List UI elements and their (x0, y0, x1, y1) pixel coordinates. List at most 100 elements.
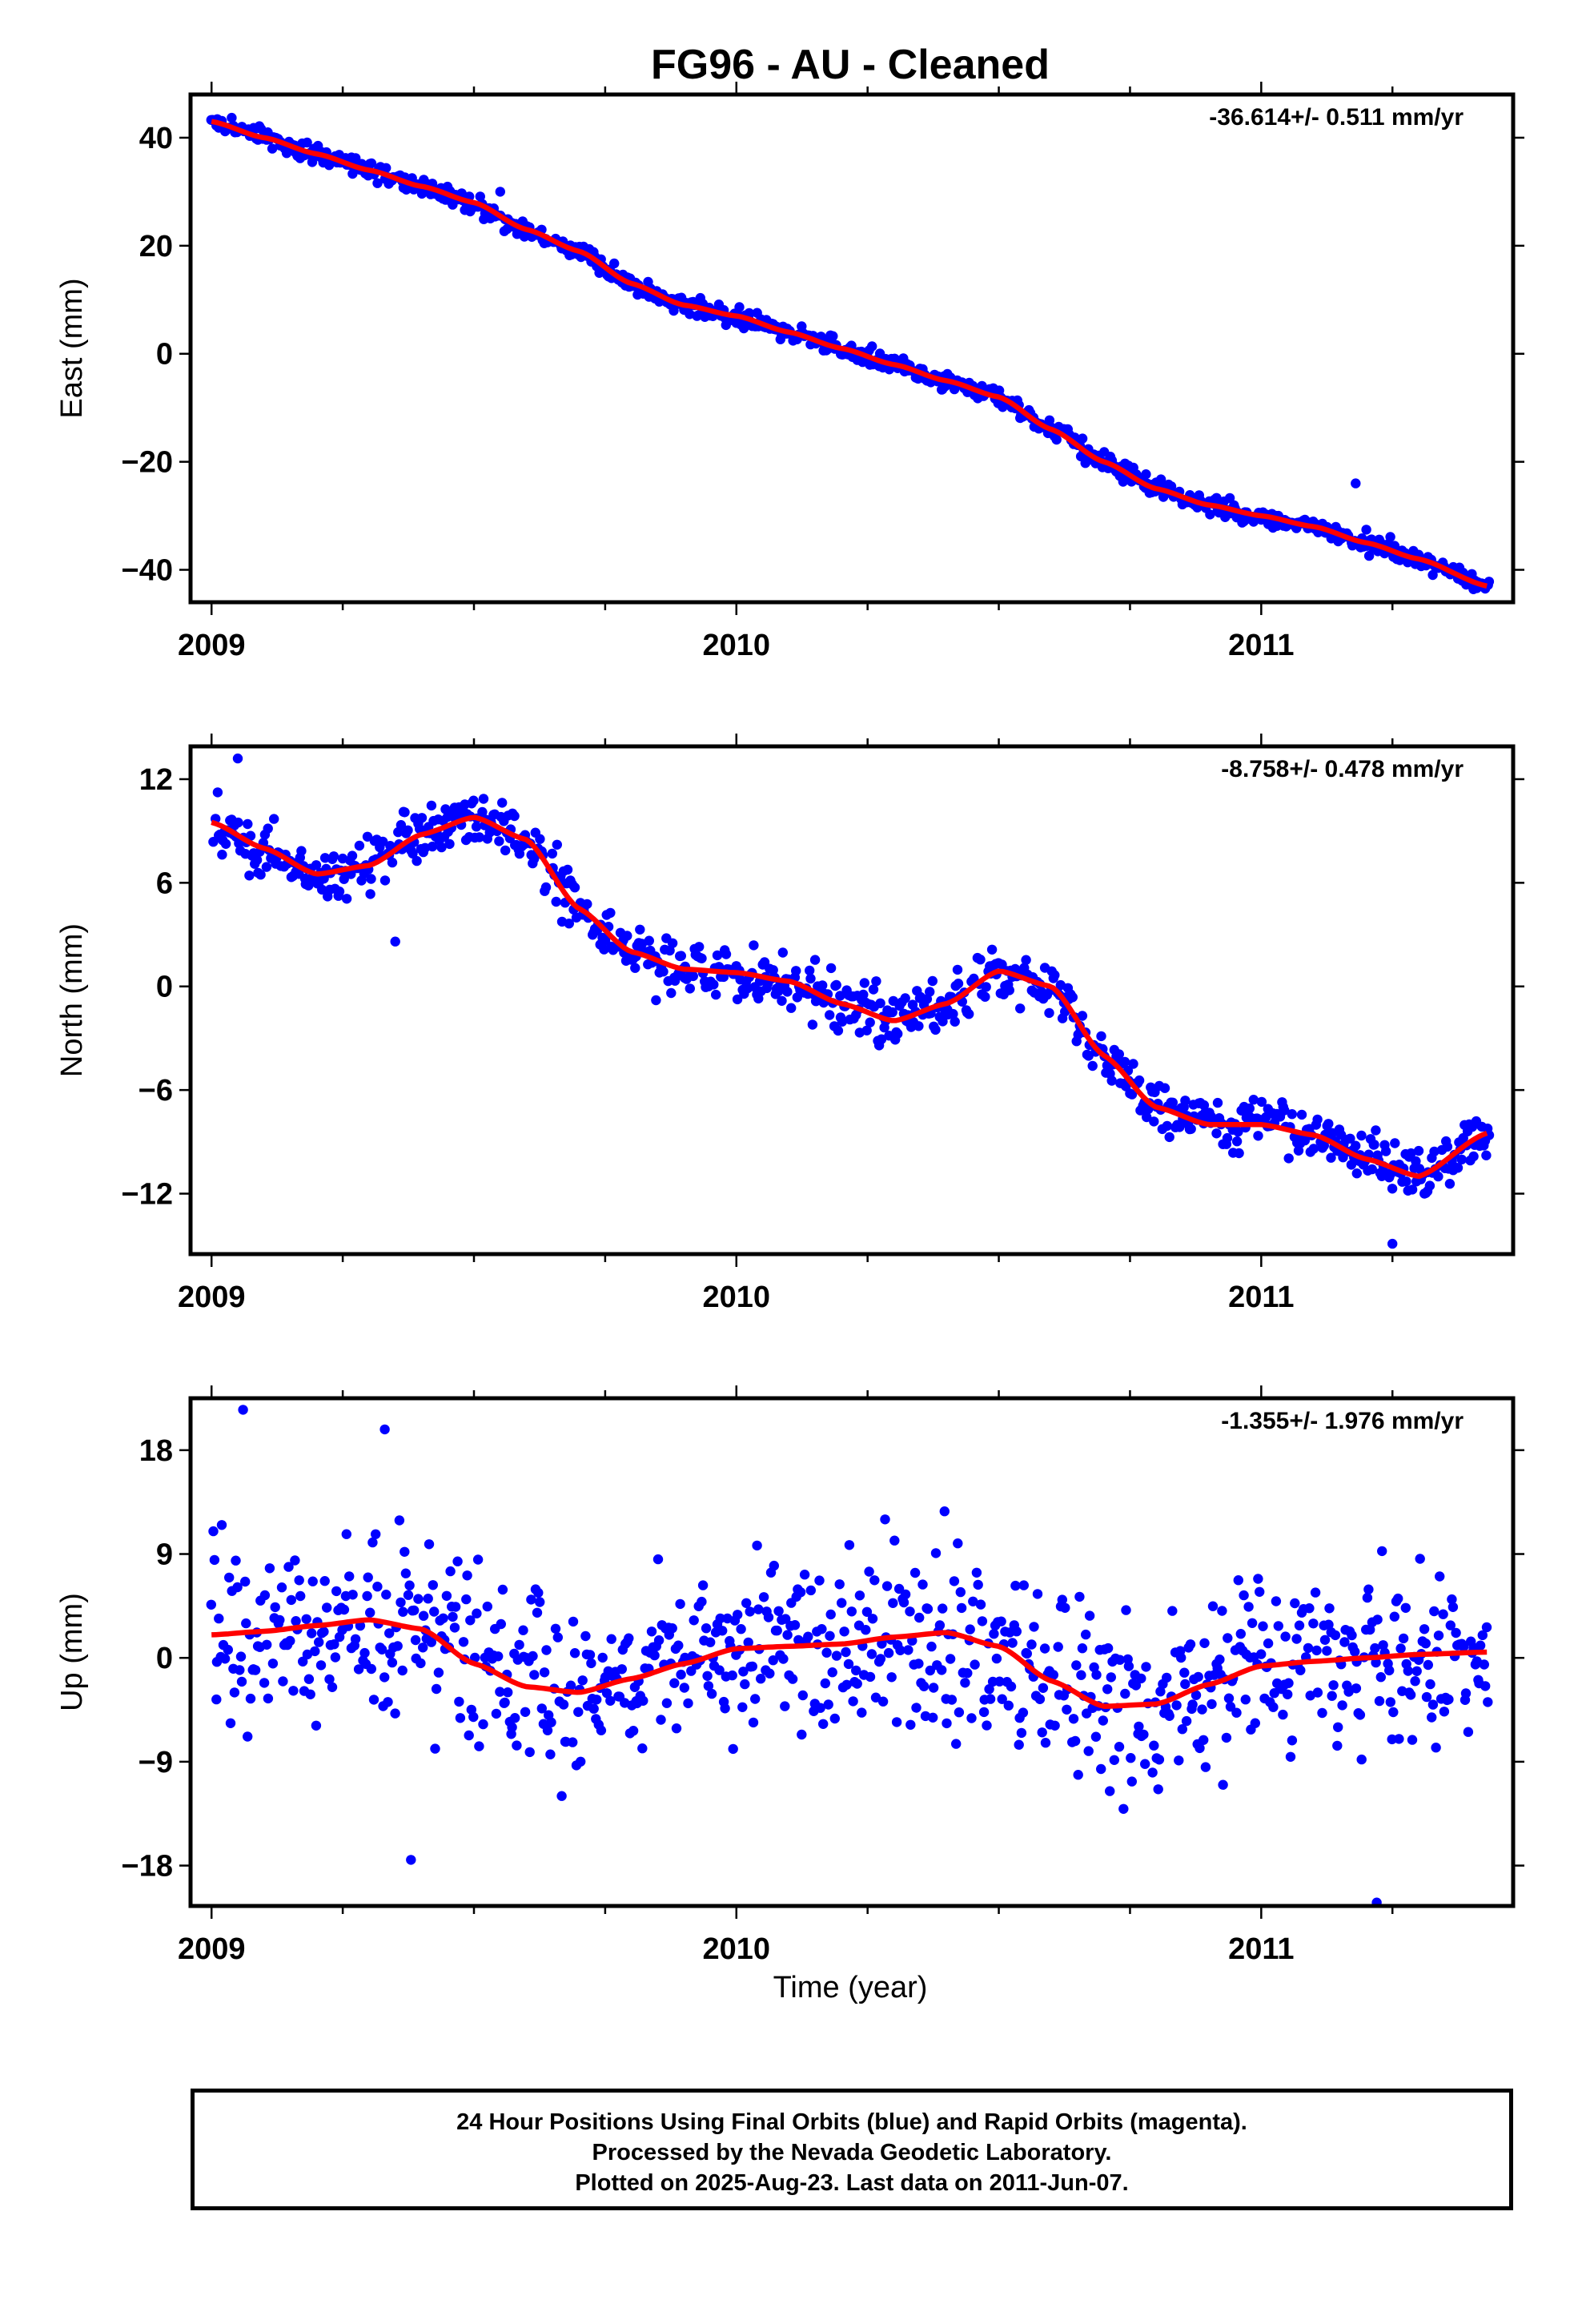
data-point (606, 1634, 616, 1644)
footer-line-processed: Processed by the Nevada Geodetic Laborat… (592, 2140, 1112, 2165)
data-point (763, 1612, 774, 1622)
data-point (854, 1590, 865, 1601)
data-point (825, 1630, 835, 1641)
data-point (372, 1582, 383, 1592)
data-point (1407, 1184, 1418, 1195)
data-point (1411, 1156, 1421, 1167)
data-point (1096, 1763, 1106, 1775)
plot-frame-up (188, 1396, 1516, 1908)
data-point (1308, 1144, 1319, 1154)
data-point (1374, 1695, 1385, 1707)
data-point (975, 1599, 986, 1610)
data-point (651, 995, 661, 1006)
data-point (1424, 1180, 1435, 1191)
data-point (893, 1028, 903, 1039)
data-point (569, 1648, 580, 1659)
data-point (1083, 1746, 1094, 1756)
data-point (815, 1703, 825, 1713)
data-point (569, 883, 580, 893)
data-point (1032, 1589, 1043, 1599)
data-point (496, 1618, 506, 1630)
data-point (846, 1606, 857, 1617)
data-point (532, 1607, 543, 1618)
data-point (865, 1671, 876, 1683)
data-point (722, 1613, 733, 1624)
data-point (827, 1667, 837, 1678)
data-point (241, 1618, 251, 1629)
data-point (1051, 434, 1062, 445)
data-point (1390, 1138, 1400, 1148)
data-point (888, 1598, 898, 1609)
data-point (925, 987, 935, 997)
data-points-up (206, 1405, 1493, 1906)
data-point (1319, 1140, 1330, 1151)
data-point (1167, 1097, 1178, 1108)
data-point (1053, 1642, 1063, 1652)
data-point (1378, 1640, 1388, 1651)
data-point (263, 1693, 274, 1704)
data-point (1283, 1689, 1293, 1699)
data-point (452, 1556, 463, 1566)
plot-frame-east (188, 92, 1516, 605)
data-point (780, 1701, 790, 1711)
data-point (1451, 1627, 1461, 1638)
data-point (288, 1686, 299, 1696)
data-point (493, 1651, 504, 1662)
data-point (586, 1658, 596, 1669)
data-point (1155, 1687, 1166, 1697)
data-point (232, 1582, 243, 1593)
data-point (416, 1658, 426, 1669)
rate-annotation: -36.614+/- 0.511 mm/yr (1209, 104, 1464, 131)
data-point (768, 1655, 778, 1666)
data-point (243, 818, 253, 830)
data-point (913, 1659, 924, 1669)
data-point (851, 1665, 861, 1676)
data-point (475, 191, 485, 202)
data-point (454, 1696, 464, 1707)
data-point (1287, 1109, 1298, 1120)
data-point (736, 1624, 746, 1634)
data-point (441, 1590, 452, 1602)
data-point (424, 1539, 435, 1550)
data-point (938, 1016, 948, 1027)
data-point (1114, 1049, 1125, 1059)
data-point (996, 1616, 1006, 1626)
data-point (495, 1687, 505, 1697)
data-point (734, 302, 745, 312)
data-point (236, 1676, 247, 1687)
panel-north: 2009 2010 2011 12 6 0 −6 −12 North (mm) -8.758+/-… (55, 734, 1524, 1314)
data-point (433, 1667, 444, 1678)
data-point (1324, 1603, 1335, 1614)
data-point (825, 1010, 835, 1020)
data-point (951, 1739, 962, 1749)
data-point (1250, 1718, 1261, 1728)
data-point (1243, 1602, 1254, 1612)
data-point (413, 1594, 424, 1604)
data-point (887, 1007, 897, 1018)
data-point (756, 1674, 766, 1684)
data-point (497, 798, 508, 808)
data-point (1138, 1729, 1149, 1740)
data-point (302, 137, 312, 148)
data-point (753, 1604, 764, 1614)
y-tick-label: 0 (156, 971, 173, 1004)
data-point (1034, 1694, 1046, 1704)
data-point (1205, 509, 1215, 520)
data-point (378, 836, 388, 847)
data-point (449, 1622, 460, 1633)
data-point (307, 1576, 318, 1586)
data-point (741, 1598, 752, 1609)
data-point (362, 831, 373, 842)
data-point (1330, 1630, 1341, 1641)
data-point (814, 1575, 825, 1586)
data-point (852, 1679, 862, 1689)
data-point (1211, 1128, 1222, 1139)
data-point (616, 1664, 627, 1675)
data-point (295, 1590, 306, 1602)
data-point (317, 884, 327, 895)
data-point (831, 979, 841, 991)
data-point (1460, 1688, 1472, 1699)
x-tick-label: 2011 (1228, 1932, 1294, 1966)
data-point (294, 1575, 304, 1586)
data-point (970, 1659, 980, 1670)
